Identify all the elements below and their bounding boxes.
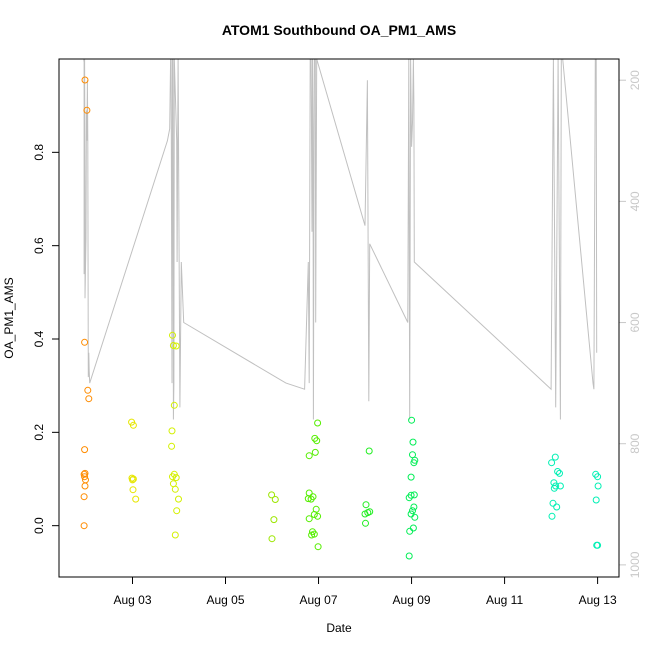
data-point-s7-p16: [594, 541, 602, 549]
data-point-s5-p0: [365, 447, 373, 455]
data-point-s6-p9: [410, 503, 418, 511]
x-tick-label-2: Aug 07: [300, 593, 338, 607]
data-point-s0-p6: [81, 469, 89, 477]
data-point-s4-p4: [305, 452, 313, 460]
data-point-s0-p2: [81, 338, 89, 346]
data-point-s6-p10: [409, 507, 416, 515]
data-point-s4-p15: [308, 531, 316, 539]
data-point-s2-p3: [170, 401, 178, 409]
data-point-s7-p3: [556, 469, 563, 477]
data-point-s7-p2: [554, 468, 562, 475]
data-point-s0-p10: [81, 482, 89, 490]
data-point-s2-p1: [169, 342, 177, 349]
y-tick-label-2: 0.4: [32, 330, 46, 347]
y-tick-label-4: 0.8: [32, 144, 46, 161]
data-point-s5-p1: [362, 501, 370, 509]
data-point-s5-p5: [362, 519, 369, 527]
data-point-s6-p8: [407, 491, 415, 499]
data-point-s2-p7: [172, 474, 180, 482]
chart-title: ATOM1 Southbound OA_PM1_AMS: [222, 22, 456, 38]
data-point-s0-p0: [81, 76, 89, 84]
y-tick-label-0: 0.0: [32, 517, 46, 534]
data-point-s4-p3: [311, 448, 319, 456]
right-tick-label-4: 1000: [628, 551, 642, 578]
data-point-s3-p1: [271, 496, 279, 503]
data-point-s4-p16: [314, 543, 322, 551]
data-point-s4-p0: [314, 419, 322, 427]
data-point-s7-p0: [551, 453, 559, 461]
data-point-s0-p3: [84, 386, 92, 394]
data-point-s1-p1: [129, 421, 137, 429]
data-point-s6-p14: [409, 524, 417, 532]
data-point-s7-p7: [550, 484, 558, 492]
data-point-s3-p3: [268, 535, 276, 543]
data-point-s0-p1: [83, 106, 91, 114]
data-point-s2-p12: [173, 507, 181, 515]
x-tick-label-5: Aug 13: [579, 593, 617, 607]
data-point-s7-p10: [548, 512, 556, 520]
y-tick-label-3: 0.6: [32, 237, 46, 254]
data-point-s1-p3: [129, 475, 137, 483]
plot-frame: [58, 58, 620, 578]
data-point-s7-p14: [592, 496, 600, 504]
right-tick-label-1: 400: [628, 191, 642, 211]
data-point-s7-p1: [548, 459, 556, 467]
data-point-s7-p12: [594, 473, 602, 481]
data-point-s2-p0: [169, 331, 176, 339]
data-point-s2-p10: [171, 485, 179, 493]
data-point-s1-p4: [129, 476, 136, 484]
data-point-s0-p12: [80, 522, 88, 530]
x-tick-label-0: Aug 03: [113, 593, 151, 607]
data-point-s4-p12: [305, 515, 313, 523]
x-axis-label: Date: [326, 621, 352, 635]
data-point-s2-p8: [169, 473, 176, 481]
data-point-s2-p4: [168, 427, 176, 435]
data-point-s4-p1: [311, 434, 319, 442]
data-point-s2-p5: [168, 442, 176, 450]
data-point-s7-p8: [549, 499, 557, 507]
right-tick-label-0: 200: [628, 70, 642, 90]
data-point-s1-p5: [129, 486, 137, 494]
x-tick-label-4: Aug 11: [486, 593, 523, 607]
right-tick-label-3: 800: [628, 433, 642, 453]
data-point-s7-p9: [553, 503, 561, 511]
data-point-s2-p13: [171, 531, 179, 539]
data-point-s5-p4: [361, 510, 369, 518]
x-tick-label-3: Aug 09: [393, 593, 431, 607]
y-axis-label: OA_PM1_AMS: [2, 277, 16, 358]
data-point-s6-p12: [411, 513, 419, 521]
data-point-s4-p11: [314, 512, 322, 520]
data-point-s7-p6: [556, 482, 564, 490]
data-point-s6-p0: [408, 416, 416, 424]
data-point-s1-p6: [132, 495, 140, 503]
data-point-s6-p5: [407, 473, 415, 481]
data-point-s6-p1: [409, 438, 417, 446]
data-point-s0-p4: [85, 395, 93, 403]
data-points-layer: [80, 76, 602, 560]
data-point-s6-p15: [405, 552, 413, 560]
data-point-s0-p8: [81, 473, 89, 481]
altitude-trace-line: [83, 58, 598, 420]
data-point-s2-p11: [175, 495, 182, 503]
data-point-s4-p8: [307, 495, 315, 503]
data-point-s3-p0: [268, 491, 276, 499]
right-tick-label-2: 600: [628, 312, 642, 332]
data-point-s4-p10: [310, 511, 318, 518]
data-point-s4-p6: [304, 495, 312, 503]
data-point-s6-p4: [410, 459, 418, 467]
data-point-s3-p2: [270, 516, 278, 524]
data-point-s0-p11: [80, 493, 88, 501]
data-point-s2-p2: [172, 342, 180, 350]
x-tick-label-1: Aug 05: [206, 593, 244, 607]
altitude-trace-layer: [83, 58, 598, 420]
data-point-s4-p2: [313, 437, 321, 445]
data-point-s0-p5: [81, 446, 89, 454]
data-point-s7-p13: [594, 482, 602, 490]
y-tick-label-1: 0.2: [32, 424, 46, 441]
